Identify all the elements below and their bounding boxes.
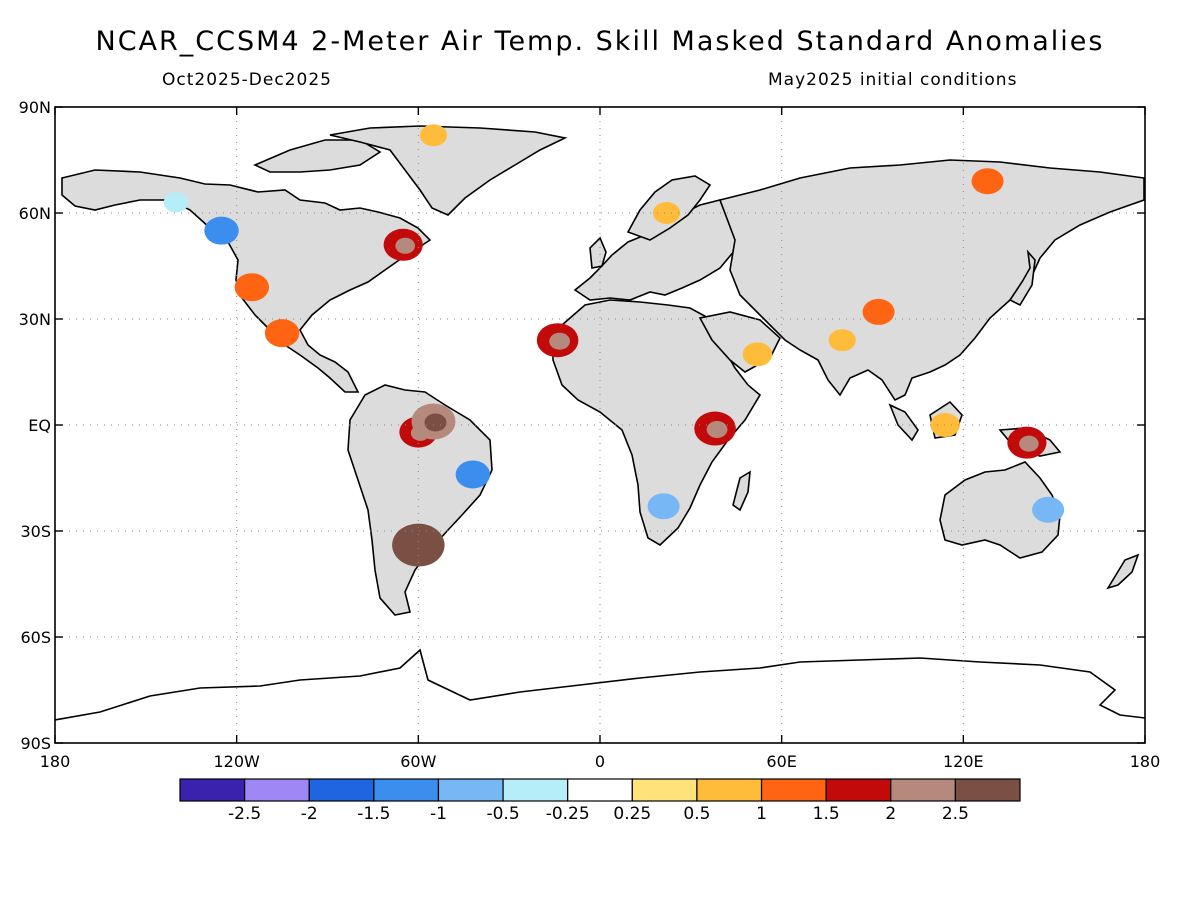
lon-tick-label-0: 180 [40,752,71,771]
land-africa [552,299,762,546]
lat-tick-label-4: 30S [20,522,51,541]
legend-swatch-2 [308,778,375,802]
anomaly-east-australia [1032,496,1065,523]
anomaly-western-canada [204,216,239,245]
lat-tick-label-6: 90S [20,734,51,753]
legend-swatch-11 [890,778,956,802]
legend-swatch-6 [567,778,633,802]
legend-label-2: -1.5 [357,804,390,824]
land-australia [939,461,1061,559]
gridlines [55,107,1145,743]
anomaly-east-siberia [971,168,1004,195]
lon-tick-label-4: 60E [766,752,796,771]
land-asia [718,159,1145,402]
forecast-period: Oct2025-Dec2025 [162,70,332,90]
anomaly-core-argentina [407,535,434,557]
anomaly-southern-africa [647,493,680,520]
legend-swatch-10 [825,778,892,802]
anomaly-layer [163,124,1065,567]
lat-tick-label-5: 60S [20,628,51,647]
lon-tick-label-5: 120E [943,752,984,771]
anomaly-core-new-guinea [1019,435,1039,452]
legend-label-10: 2 [885,804,896,824]
land-sumatra [888,403,919,442]
land-greenland [329,125,568,216]
land-arctic-islands [253,139,382,173]
legend-label-8: 1 [756,804,767,824]
colorbar-legend: -2.5 -2 -1.5 -1 -0.5 -0.25 0.25 0.5 1 1.5 2 2.5 [179,778,1021,824]
legend-swatch-7 [631,778,698,802]
legend-swatch-0 [179,778,246,802]
legend-swatch-12 [954,778,1021,802]
anomaly-arabia [742,342,773,367]
anomaly-tibet [862,298,895,325]
lon-tick-label-2: 60W [400,752,436,771]
anomaly-india [828,329,856,352]
anomaly-borneo [930,413,960,437]
legend-swatch-4 [437,778,504,802]
anomaly-east-brazil [455,460,491,489]
anomaly-core-north-brazil [424,413,447,432]
anomaly-core-northwest-africa [549,332,571,350]
legend-swatch-3 [373,778,440,802]
lat-tick-label-0: 90N [19,98,51,117]
legend-label-3: -1 [430,804,447,824]
initial-conditions: May2025 initial conditions [768,70,1018,90]
land-antarctica [55,648,1145,721]
legend-label-7: 0.5 [683,804,710,824]
legend-swatch-1 [244,778,310,802]
legend-label-1: -2 [301,804,318,824]
lon-tick-label-3: 0 [595,752,605,771]
legend-label-4: -0.5 [486,804,519,824]
land-layer [55,125,1145,721]
legend-swatch-5 [502,778,569,802]
lat-tick-label-1: 60N [19,204,51,223]
legend-label-6: 0.25 [613,804,651,824]
anomaly-mexico [264,319,300,348]
anomaly-greenland [419,124,448,147]
legend-swatch-9 [760,778,827,802]
anomaly-core-eastern-canada [395,237,415,254]
lat-tick-label-3: EQ [28,416,51,435]
lon-tick-label-6: 180 [1130,752,1161,771]
anomaly-western-us [234,273,270,302]
legend-swatch-8 [696,778,763,802]
axes: 180 120W 60W 0 60E 120E 180 90N 60N 30N EQ 30S 60S 90… [19,98,1161,771]
legend-label-11: 2.5 [942,804,969,824]
land-britain [589,236,607,269]
land-japan [1008,249,1036,307]
anomaly-scandinavia [653,202,681,224]
land-madagascar [732,470,751,512]
lon-tick-label-1: 120W [213,752,260,771]
lat-tick-label-2: 30N [19,310,51,329]
legend-label-5: -0.25 [546,804,590,824]
land-new-zealand [1106,553,1140,590]
legend-label-9: 1.5 [813,804,840,824]
anomaly-alaska-yukon [163,192,189,213]
anomaly-core-east-africa [706,421,728,439]
chart-title: NCAR_CCSM4 2-Meter Air Temp. Skill Maske… [95,26,1105,57]
legend-label-0: -2.5 [228,804,261,824]
